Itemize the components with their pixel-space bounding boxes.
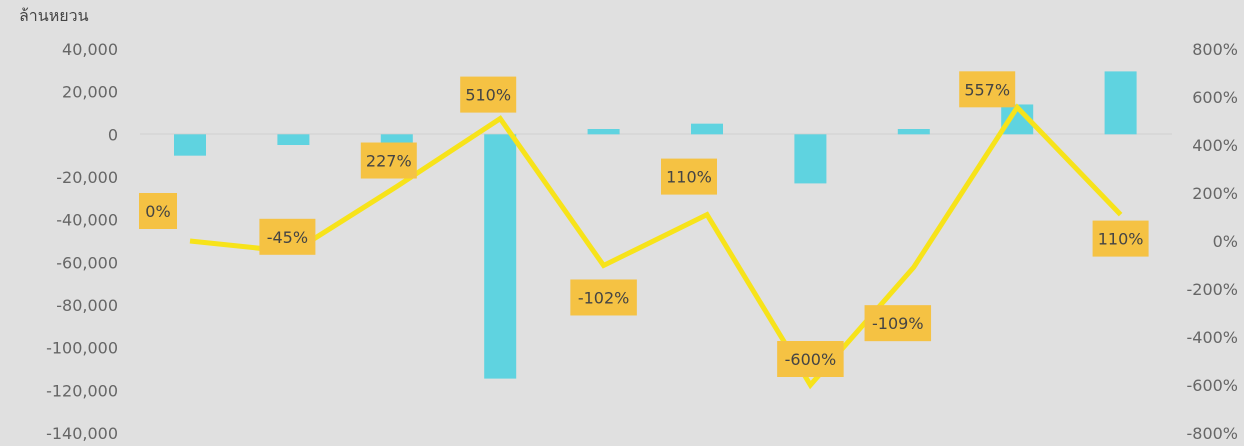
data-label: -102%: [570, 279, 637, 316]
left-tick-label: -140,000: [46, 424, 118, 443]
right-tick-label: -800%: [1186, 424, 1238, 443]
line-series: [189, 103, 1123, 390]
bar: [587, 129, 620, 135]
data-label: -109%: [864, 305, 932, 342]
data-label-box: [139, 193, 177, 229]
bar: [897, 129, 930, 135]
data-label-text: 227%: [366, 152, 412, 171]
left-tick-label: 40,000: [62, 40, 118, 59]
left-tick-label: -60,000: [56, 253, 118, 272]
left-tick-label: -40,000: [56, 211, 118, 230]
data-label-box: [1092, 220, 1149, 257]
data-label-box: [777, 341, 844, 377]
data-label-box: [959, 71, 1016, 108]
data-label: 110%: [1092, 220, 1149, 257]
right-tick-label: 400%: [1192, 136, 1238, 155]
data-label-box: [570, 279, 637, 316]
left-tick-label: -100,000: [46, 339, 118, 358]
data-label: 227%: [360, 142, 417, 179]
data-label: 110%: [661, 158, 717, 195]
left-tick-label: 20,000: [62, 83, 118, 102]
left-tick-label: -120,000: [46, 381, 118, 400]
left-tick-label: -80,000: [56, 296, 118, 315]
right-tick-label: -400%: [1186, 328, 1238, 347]
data-label: -45%: [259, 218, 316, 255]
right-tick-label: 800%: [1192, 40, 1238, 59]
data-label-text: -109%: [872, 314, 924, 333]
data-label-text: 0%: [145, 202, 170, 221]
bar-series: [174, 71, 1137, 379]
data-label: -600%: [777, 341, 844, 377]
data-label-text: -102%: [578, 288, 630, 307]
data-label-box: [259, 218, 316, 255]
left-tick-label: -20,000: [56, 168, 118, 187]
right-tick-label: 600%: [1192, 88, 1238, 107]
data-label: 510%: [460, 76, 517, 113]
data-label-text: 110%: [666, 168, 712, 187]
data-label-text: -600%: [785, 350, 837, 369]
right-axis-ticks: 800% 600% 400% 200% 0% -200% -400% -600% -800%: [1186, 40, 1238, 443]
data-label-box: [360, 142, 417, 179]
left-axis-ticks: 40,000 20,000 0 -20,000 -40,000 -60,000 -80,00…: [46, 40, 118, 443]
data-label: 0%: [139, 193, 177, 229]
line-path: [189, 103, 1123, 390]
right-tick-label: 200%: [1192, 184, 1238, 203]
data-label-text: 110%: [1098, 230, 1144, 249]
data-label-box: [460, 76, 517, 113]
y-axis-unit-label: ล้านหยวน: [19, 6, 89, 25]
data-label-box: [661, 158, 717, 195]
data-labels: 0% -45% 227% 510% -102% 110% -600% -109% 557% 110…: [139, 71, 1149, 377]
data-label-box: [864, 305, 932, 342]
right-tick-label: -200%: [1186, 280, 1238, 299]
right-tick-label: -600%: [1186, 376, 1238, 395]
bar: [277, 134, 310, 145]
bar: [484, 134, 517, 379]
data-label-text: 510%: [465, 86, 511, 105]
bar: [1104, 71, 1137, 135]
bar: [691, 123, 723, 135]
bar: [794, 134, 827, 184]
bar: [174, 134, 206, 156]
data-label-text: 557%: [964, 80, 1010, 99]
left-tick-label: 0: [108, 125, 118, 144]
right-tick-label: 0%: [1213, 232, 1238, 251]
data-label-text: -45%: [267, 228, 308, 247]
data-label: 557%: [959, 71, 1016, 108]
